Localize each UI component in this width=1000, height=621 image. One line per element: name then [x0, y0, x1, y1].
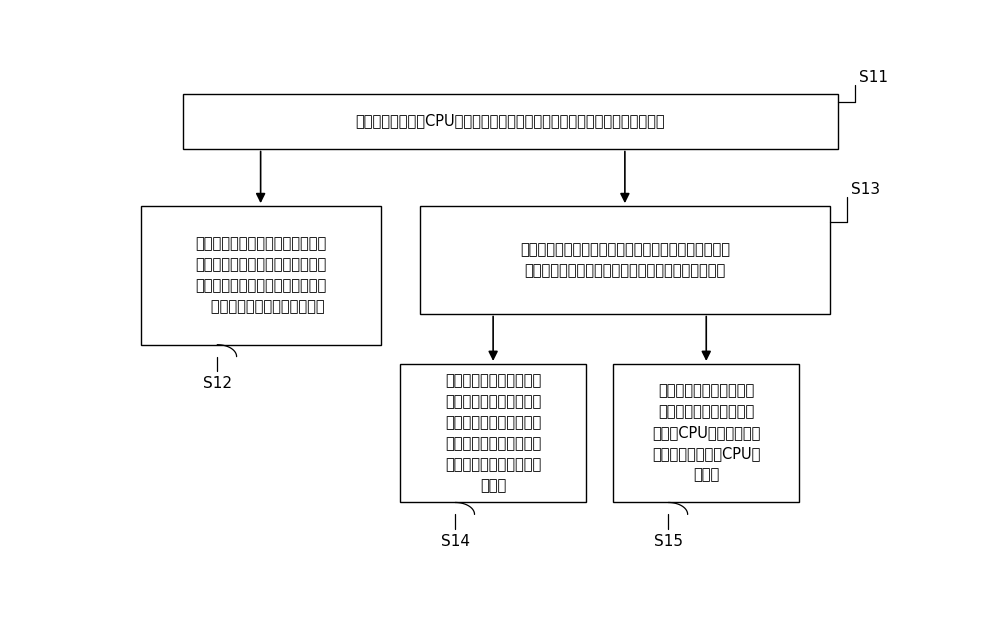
Text: 如果所述独立资源池中不存在未分配的端口号，则在多
核共有的共有资源池中查找是否存在未分配的端口号: 如果所述独立资源池中不存在未分配的端口号，则在多 核共有的共有资源池中查找是否存…	[520, 242, 730, 278]
Text: S12: S12	[203, 376, 232, 391]
Bar	[183, 94, 838, 148]
Bar	[613, 364, 799, 502]
Text: S14: S14	[441, 533, 470, 548]
Text: 如果所述共有资源池中不
存在未分配的端口号，选
择可用CPU，并将所述报
文转发给所述可用CPU进
行处理: 如果所述共有资源池中不 存在未分配的端口号，选 择可用CPU，并将所述报 文转发…	[652, 384, 760, 483]
Text: S11: S11	[859, 70, 888, 85]
Text: S13: S13	[851, 183, 880, 197]
Bar	[400, 364, 586, 502]
Bar	[420, 206, 830, 314]
Text: 接收到报文后，在CPU独立占用的独立资源池中查找是否存在未分配的端口号: 接收到报文后，在CPU独立占用的独立资源池中查找是否存在未分配的端口号	[356, 114, 665, 129]
Text: S15: S15	[654, 533, 683, 548]
Text: 如果所述独立资源池中存在未分配
的端口号，则在所述未分配的端口
号中确定匹配的端口号，并将所述
   匹配的端口号分配给所述报文: 如果所述独立资源池中存在未分配 的端口号，则在所述未分配的端口 号中确定匹配的端…	[195, 237, 326, 314]
Bar	[140, 206, 381, 345]
Text: 如果所述共有资源池中存
在未分配的端口号，则在
所述未分配的端口号中确
定匹配的端口号，并将所
述匹配的端口号分配给所
述报文: 如果所述共有资源池中存 在未分配的端口号，则在 所述未分配的端口号中确 定匹配的…	[445, 373, 541, 493]
